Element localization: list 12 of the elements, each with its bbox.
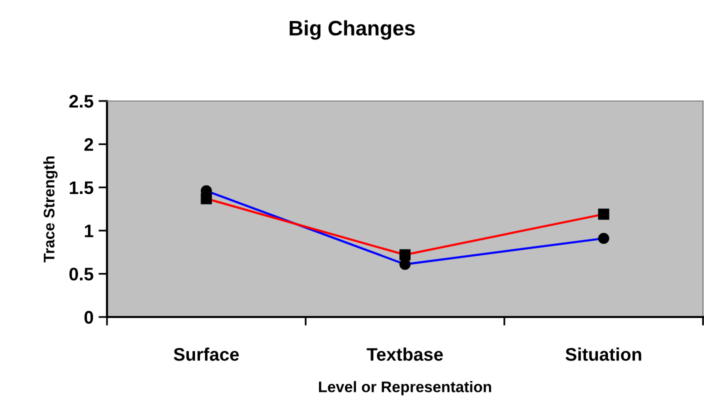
x-tick-label: Surface xyxy=(174,348,239,361)
chart-title: Big Changes xyxy=(290,20,415,40)
y-tick-label: 2.5 xyxy=(69,94,94,108)
y-tick-label: 2 xyxy=(84,138,94,151)
y-tick-label: 1.5 xyxy=(70,182,94,194)
y-tick-label: 0.5 xyxy=(69,268,94,281)
x-axis-title: Level or Representation xyxy=(319,381,492,396)
y-tick-label: 1 xyxy=(84,224,94,238)
x-tick-label: Textbase xyxy=(366,348,443,361)
y-tick-label: 0 xyxy=(84,310,94,324)
x-tick-label: Situation xyxy=(566,348,642,361)
y-axis-title: Trace Strength xyxy=(43,156,58,262)
